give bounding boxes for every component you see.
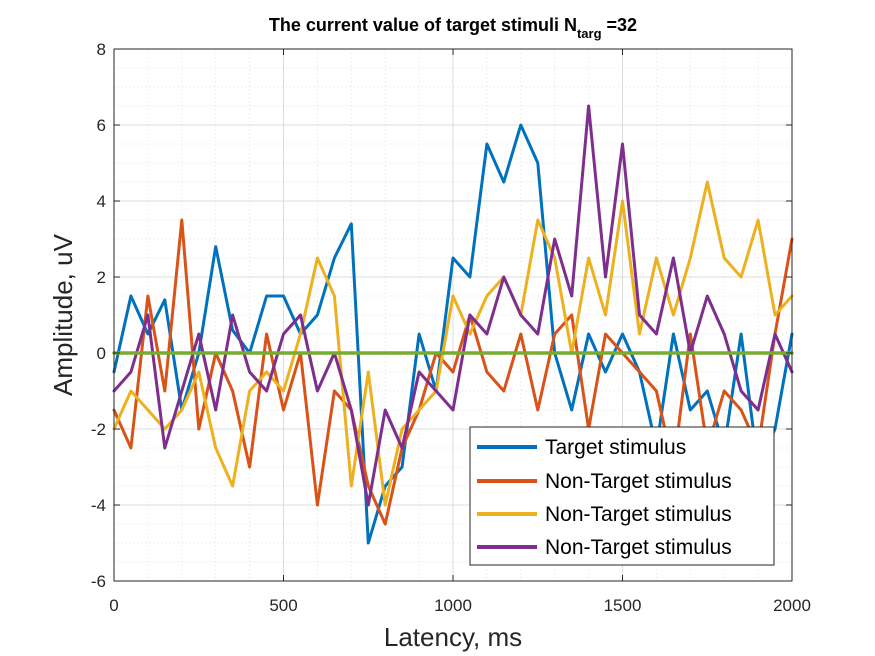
series-line-4 <box>112 104 794 507</box>
y-tick-labels: -6 -4 -2 0 2 4 6 8 <box>91 40 106 591</box>
axis-ticks <box>113 48 793 582</box>
legend-box <box>469 426 775 566</box>
legend-entry-1: Target stimulus <box>477 436 686 459</box>
series-line-2 <box>112 218 794 526</box>
y-tick-label: -6 <box>91 572 106 591</box>
y-tick-label: 8 <box>97 40 106 59</box>
y-axis-label: Amplitude, uV <box>48 233 78 396</box>
x-tick-label: 500 <box>269 596 297 615</box>
y-tick-label: -2 <box>91 420 106 439</box>
legend-entry-3: Non-Target stimulus <box>477 503 732 526</box>
legend-entry-2: Non-Target stimulus <box>477 470 732 493</box>
legend-label-nontarget-3: Non-Target stimulus <box>545 536 732 559</box>
legend: Target stimulus Non-Target stimulus Non-… <box>469 426 775 566</box>
legend-label-nontarget-2: Non-Target stimulus <box>545 503 732 526</box>
x-tick-labels: 0 500 1000 1500 2000 <box>109 596 811 615</box>
legend-label-nontarget-1: Non-Target stimulus <box>545 470 732 493</box>
y-tick-label: 0 <box>97 344 106 363</box>
y-tick-label: -4 <box>91 496 106 515</box>
series-line-1 <box>112 123 794 545</box>
x-tick-label: 1500 <box>604 596 642 615</box>
y-tick-label: 6 <box>97 116 106 135</box>
x-axis-label: Latency, ms <box>384 622 522 652</box>
x-tick-label: 2000 <box>773 596 811 615</box>
y-tick-label: 2 <box>97 268 106 287</box>
series-layer <box>112 104 794 545</box>
y-tick-label: 4 <box>97 192 106 211</box>
x-tick-label: 0 <box>109 596 118 615</box>
x-tick-label: 1000 <box>434 596 472 615</box>
legend-label-target: Target stimulus <box>545 436 686 459</box>
legend-entry-4: Non-Target stimulus <box>477 536 732 559</box>
chart-title: The current value of target stimuli Ntar… <box>269 15 637 41</box>
